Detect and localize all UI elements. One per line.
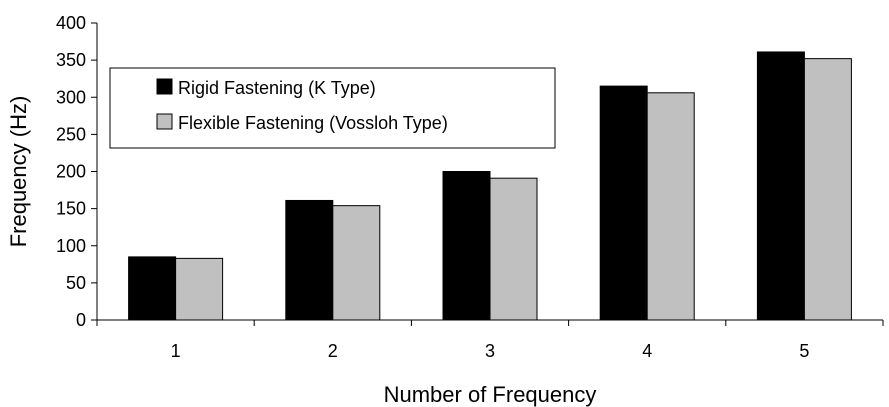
y-tick-label: 150 bbox=[56, 199, 86, 219]
x-tick-label: 3 bbox=[485, 341, 495, 361]
y-tick-label: 250 bbox=[56, 124, 86, 144]
bar-rigid bbox=[599, 85, 648, 321]
bar-flexible bbox=[175, 257, 224, 321]
x-tick-label: 2 bbox=[328, 341, 338, 361]
bar-flexible bbox=[332, 205, 381, 321]
legend-swatch-flexible bbox=[156, 113, 173, 130]
bar-rigid bbox=[756, 51, 805, 321]
y-tick-label: 0 bbox=[76, 310, 86, 330]
legend: Rigid Fastening (K Type) Flexible Fasten… bbox=[109, 67, 556, 149]
y-axis-title: Frequency (Hz) bbox=[6, 96, 31, 248]
bars bbox=[128, 51, 852, 321]
y-tick-label: 100 bbox=[56, 236, 86, 256]
x-axis-title: Number of Frequency bbox=[384, 382, 597, 407]
y-axis-ticks: 0 50 100 150 200 250 300 350 400 bbox=[56, 13, 97, 330]
x-tick-label: 5 bbox=[799, 341, 809, 361]
y-tick-label: 200 bbox=[56, 162, 86, 182]
legend-entry-flexible: Flexible Fastening (Vossloh Type) bbox=[178, 113, 448, 133]
legend-box bbox=[109, 67, 556, 149]
legend-swatch-rigid bbox=[156, 78, 173, 95]
bar-flexible bbox=[646, 92, 695, 321]
bar-flexible bbox=[489, 177, 538, 321]
bar-rigid bbox=[285, 199, 334, 321]
y-tick-label: 350 bbox=[56, 50, 86, 70]
y-tick-label: 400 bbox=[56, 13, 86, 33]
bar-rigid bbox=[128, 256, 177, 321]
x-tick-label: 4 bbox=[642, 341, 652, 361]
y-tick-label: 50 bbox=[66, 273, 86, 293]
legend-entry-rigid: Rigid Fastening (K Type) bbox=[178, 78, 376, 98]
y-tick-label: 300 bbox=[56, 87, 86, 107]
bar-rigid bbox=[442, 171, 491, 321]
bar-flexible bbox=[803, 58, 852, 321]
x-axis-ticks: 1 2 3 4 5 bbox=[96, 320, 884, 361]
x-tick-label: 1 bbox=[171, 341, 181, 361]
